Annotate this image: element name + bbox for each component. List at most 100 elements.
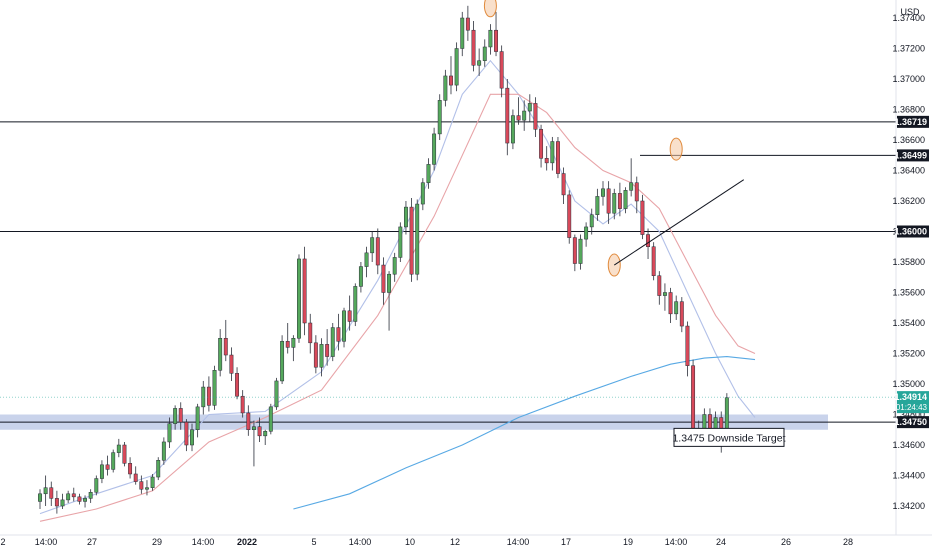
- candle[interactable]: [43, 475, 48, 507]
- candle[interactable]: [623, 187, 628, 214]
- candle[interactable]: [499, 45, 504, 98]
- candle[interactable]: [49, 481, 54, 506]
- candle[interactable]: [54, 490, 59, 514]
- candle[interactable]: [589, 208, 594, 235]
- candle[interactable]: [454, 42, 459, 92]
- candle[interactable]: [263, 429, 268, 445]
- candle[interactable]: [240, 390, 245, 418]
- candle[interactable]: [544, 146, 549, 171]
- candle[interactable]: [133, 466, 138, 485]
- candle[interactable]: [353, 283, 358, 327]
- candle[interactable]: [325, 329, 330, 366]
- candle[interactable]: [173, 405, 178, 430]
- candle[interactable]: [280, 335, 285, 384]
- candle[interactable]: [601, 181, 605, 206]
- candle[interactable]: [167, 417, 172, 449]
- candle[interactable]: [578, 234, 583, 270]
- candle[interactable]: [522, 100, 527, 131]
- candle[interactable]: [617, 182, 622, 217]
- candle[interactable]: [235, 367, 240, 400]
- candle[interactable]: [251, 420, 256, 467]
- candle[interactable]: [308, 313, 313, 354]
- candle[interactable]: [105, 455, 110, 476]
- candle[interactable]: [533, 97, 538, 137]
- candle[interactable]: [510, 109, 515, 150]
- candle[interactable]: [572, 234, 577, 272]
- candle[interactable]: [409, 197, 414, 282]
- candle[interactable]: [257, 417, 262, 442]
- candle[interactable]: [195, 403, 200, 438]
- candle[interactable]: [330, 323, 335, 362]
- candle[interactable]: [375, 228, 380, 275]
- candle[interactable]: [471, 21, 476, 72]
- candle[interactable]: [432, 127, 437, 171]
- candle[interactable]: [206, 376, 211, 412]
- candle[interactable]: [38, 489, 42, 510]
- candle[interactable]: [584, 222, 589, 247]
- candle[interactable]: [77, 493, 82, 505]
- candle[interactable]: [494, 11, 498, 57]
- candle[interactable]: [387, 271, 392, 331]
- candle[interactable]: [128, 457, 133, 479]
- candle[interactable]: [285, 323, 290, 354]
- candle[interactable]: [516, 97, 521, 125]
- candle[interactable]: [178, 402, 183, 430]
- y-axis[interactable]: 1.37400 1.37200 1.37000 1.36800 1.36600 1.364…: [892, 13, 925, 511]
- candle[interactable]: [122, 441, 127, 467]
- candle[interactable]: [268, 403, 273, 435]
- candle[interactable]: [612, 188, 617, 220]
- candle[interactable]: [477, 48, 482, 76]
- candle[interactable]: [184, 419, 189, 452]
- candle[interactable]: [297, 254, 301, 343]
- candle[interactable]: [398, 222, 403, 262]
- candle[interactable]: [156, 457, 161, 481]
- candle[interactable]: [212, 365, 217, 410]
- candle[interactable]: [550, 136, 555, 171]
- candle[interactable]: [71, 487, 76, 502]
- candle[interactable]: [145, 480, 149, 496]
- candle[interactable]: [150, 473, 155, 491]
- candle[interactable]: [336, 313, 341, 351]
- candle[interactable]: [139, 475, 144, 494]
- candle[interactable]: [347, 295, 352, 331]
- candle[interactable]: [319, 338, 324, 377]
- candle[interactable]: [527, 94, 532, 122]
- candle[interactable]: [291, 335, 296, 362]
- candle[interactable]: [60, 493, 65, 510]
- candle[interactable]: [302, 246, 307, 336]
- candle[interactable]: [437, 94, 442, 140]
- candle[interactable]: [415, 199, 420, 281]
- candle[interactable]: [657, 271, 662, 305]
- candle[interactable]: [229, 347, 234, 381]
- candle[interactable]: [88, 489, 93, 503]
- candle[interactable]: [629, 158, 634, 197]
- candle[interactable]: [161, 437, 166, 465]
- candle[interactable]: [634, 176, 639, 214]
- candle[interactable]: [83, 495, 87, 508]
- candle[interactable]: [685, 321, 690, 377]
- candle[interactable]: [465, 5, 470, 41]
- candle[interactable]: [246, 405, 251, 436]
- candle[interactable]: [556, 136, 560, 179]
- candle[interactable]: [567, 190, 572, 244]
- candle[interactable]: [606, 181, 611, 224]
- candle[interactable]: [420, 178, 425, 211]
- candle[interactable]: [674, 295, 679, 320]
- candle[interactable]: [404, 201, 408, 235]
- candle[interactable]: [505, 79, 510, 156]
- candle[interactable]: [190, 423, 194, 452]
- candle[interactable]: [218, 329, 223, 377]
- candle[interactable]: [313, 335, 318, 374]
- candle[interactable]: [94, 475, 99, 496]
- candle[interactable]: [426, 158, 431, 189]
- candle[interactable]: [561, 167, 566, 205]
- candle[interactable]: [392, 252, 397, 282]
- candle[interactable]: [443, 69, 448, 107]
- candle[interactable]: [679, 297, 684, 333]
- candle[interactable]: [66, 490, 71, 503]
- candle[interactable]: [111, 449, 116, 473]
- candle[interactable]: [358, 262, 363, 293]
- candle[interactable]: [449, 56, 453, 95]
- candle[interactable]: [223, 319, 228, 362]
